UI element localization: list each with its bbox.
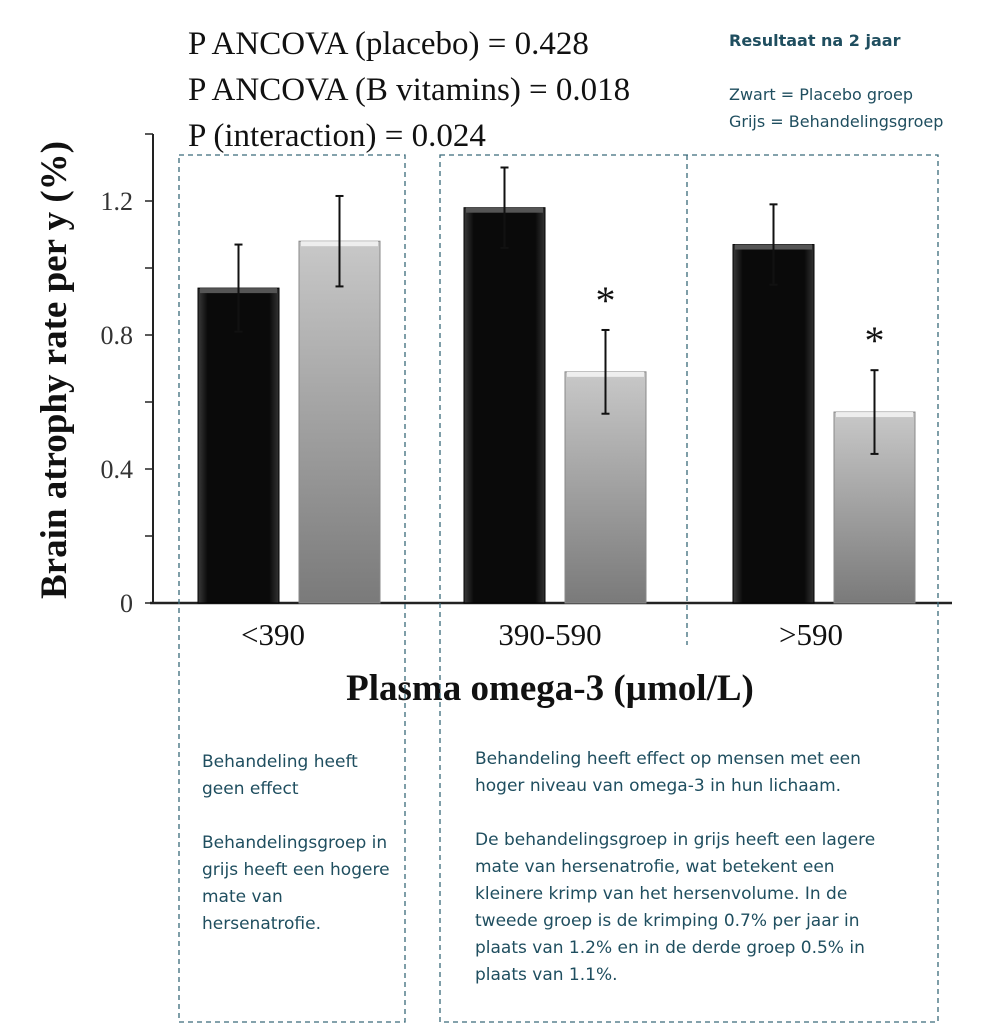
x-tick-label: >590 <box>779 617 843 652</box>
annotation-left-p2: Behandelingsgroep in grijs heeft een hog… <box>202 833 390 934</box>
x-axis-title: Plasma omega-3 (µmol/L) <box>346 668 754 709</box>
y-tick-label: 0 <box>120 589 133 618</box>
annotation-right-p2: De behandelingsgroep in grijs heeft een … <box>475 830 876 985</box>
annotation-right-p1: Behandeling heeft effect op mensen met e… <box>475 749 861 796</box>
stat-interaction: P (interaction) = 0.024 <box>188 118 486 154</box>
significance-marker: * <box>596 278 616 323</box>
note-title: Resultaat na 2 jaar <box>729 31 901 50</box>
stat-placebo: P ANCOVA (placebo) = 0.428 <box>188 26 589 62</box>
note-black: Zwart = Placebo groep <box>729 85 914 104</box>
dashed-box-left <box>178 154 406 1023</box>
y-tick-label: 0.4 <box>101 455 134 484</box>
annotation-right: Behandeling heeft effect op mensen met e… <box>475 746 905 1016</box>
y-tick-label: 0.8 <box>101 321 134 350</box>
bar <box>463 207 546 604</box>
x-tick-label: <390 <box>241 617 305 652</box>
bar <box>732 244 815 604</box>
y-axis-title: Brain atrophy rate per y (%) <box>34 141 75 599</box>
bar <box>298 240 381 604</box>
x-tick-label: 390-590 <box>498 617 601 652</box>
significance-marker: * <box>865 318 885 363</box>
dashed-box-right <box>439 154 939 1023</box>
annotation-left: Behandeling heeft geen effect Behandelin… <box>202 749 392 965</box>
y-tick-label: 1.2 <box>101 187 134 216</box>
bar <box>197 287 280 604</box>
stat-b-vitamins: P ANCOVA (B vitamins) = 0.018 <box>188 72 631 108</box>
note-grey: Grijs = Behandelingsgroep <box>729 112 944 131</box>
annotation-left-p1: Behandeling heeft geen effect <box>202 752 358 799</box>
